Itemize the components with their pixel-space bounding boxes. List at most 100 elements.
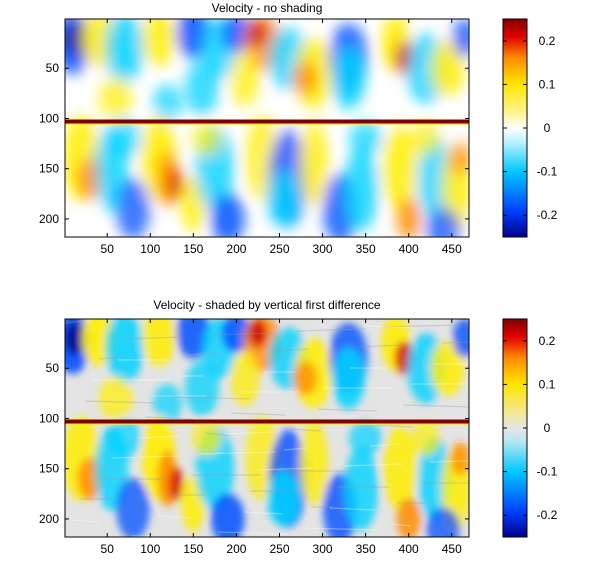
velocity-anomaly	[142, 19, 176, 67]
velocity-anomaly	[107, 418, 142, 459]
x-tick-label: 300	[313, 542, 333, 556]
x-tick-label: 50	[101, 242, 115, 256]
axes-1-ticks: 50 100 150 200 250 300 350 400 450 50 100 150 200	[39, 19, 469, 256]
y-tick-label: 150	[39, 462, 59, 476]
velocity-anomaly	[348, 421, 383, 456]
colorbar-tick-label: -0.1	[537, 165, 558, 179]
velocity-field-2	[65, 319, 469, 537]
velocity-anomaly	[430, 340, 465, 397]
velocity-anomaly	[98, 375, 133, 421]
velocity-anomaly	[344, 146, 379, 231]
velocity-anomaly	[344, 446, 379, 531]
velocity-anomaly	[383, 126, 417, 211]
velocity-anomaly	[426, 507, 461, 537]
x-tick-label: 450	[442, 242, 462, 256]
x-tick-label: 150	[183, 242, 203, 256]
velocity-anomaly	[153, 383, 182, 424]
x-tick-label: 200	[226, 542, 246, 556]
x-tick-label: 400	[399, 542, 419, 556]
panel-1-title: Velocity - no shading	[212, 1, 323, 15]
velocity-anomaly	[153, 83, 182, 124]
velocity-anomaly	[210, 193, 245, 237]
velocity-anomaly	[116, 178, 150, 237]
x-tick-label: 250	[269, 542, 289, 556]
x-tick-label: 100	[140, 542, 160, 556]
velocity-anomaly	[116, 478, 150, 537]
velocity-anomaly	[185, 60, 219, 117]
velocity-anomaly	[396, 497, 421, 537]
colorbar-1-ticks: 0.2 0.1 0 -0.1 -0.2	[503, 34, 558, 222]
velocity-anomaly	[266, 170, 301, 227]
velocity-anomaly	[348, 121, 383, 156]
velocity-anomaly	[383, 426, 417, 511]
velocity-anomaly	[430, 40, 465, 97]
panel-1: Velocity - no shading 50 100 150 200 250 300 3…	[39, 1, 558, 256]
y-tick-label: 100	[39, 411, 59, 425]
colorbar-tick-label: -0.2	[537, 508, 558, 522]
velocity-anomaly	[176, 319, 211, 359]
velocity-anomaly	[249, 19, 267, 48]
x-tick-label: 100	[140, 242, 160, 256]
colorbar-tick-label: 0	[544, 121, 551, 135]
velocity-anomaly	[191, 421, 221, 456]
x-tick-label: 450	[442, 542, 462, 556]
velocity-anomaly	[299, 121, 329, 206]
velocity-anomaly	[249, 319, 267, 348]
y-tick-label: 50	[46, 361, 60, 375]
colorbar-tick-label: 0.1	[539, 77, 556, 91]
plot-2-frame	[64, 318, 470, 538]
velocity-anomaly	[411, 121, 441, 156]
x-tick-label: 250	[269, 242, 289, 256]
velocity-anomaly	[293, 361, 318, 396]
x-tick-label: 350	[356, 542, 376, 556]
velocity-anomaly	[107, 118, 142, 159]
velocity-anomaly	[168, 166, 184, 201]
velocity-anomaly	[168, 466, 184, 501]
plot-1-frame	[64, 18, 470, 238]
velocity-anomaly	[191, 121, 221, 156]
velocity-anomaly	[105, 319, 144, 384]
velocity-anomaly	[176, 19, 211, 59]
velocity-anomaly	[105, 19, 144, 84]
colorbar-tick-label: 0.2	[539, 34, 556, 48]
velocity-anomaly	[185, 360, 219, 417]
velocity-anomaly	[98, 75, 133, 121]
velocity-anomaly	[230, 350, 260, 407]
x-tick-label: 150	[183, 542, 203, 556]
colorbar-tick-label: -0.1	[537, 465, 558, 479]
y-tick-label: 150	[39, 162, 59, 176]
axes-2-ticks: 50 100 150 200 250 300 350 400 450 50 100 150 200	[39, 319, 469, 556]
x-tick-label: 50	[101, 542, 115, 556]
colorbar-2-ticks: 0.2 0.1 0 -0.1 -0.2	[503, 334, 558, 522]
velocity-anomaly	[450, 441, 469, 476]
velocity-anomaly	[450, 141, 469, 176]
x-tick-label: 300	[313, 242, 333, 256]
velocity-anomaly	[426, 207, 461, 237]
y-tick-label: 100	[39, 111, 59, 125]
velocity-anomaly	[396, 197, 421, 237]
velocity-anomaly	[331, 47, 366, 110]
velocity-anomaly	[331, 347, 366, 410]
velocity-anomaly	[299, 421, 329, 506]
velocity-anomaly	[142, 319, 176, 367]
reflector-line	[65, 419, 469, 424]
relief-shading	[65, 320, 469, 537]
velocity-anomaly	[230, 50, 260, 107]
colorbar-tick-label: 0.2	[539, 334, 556, 348]
y-tick-label: 50	[46, 61, 60, 75]
velocity-anomaly	[210, 493, 245, 537]
colorbar-tick-label: -0.2	[537, 208, 558, 222]
panel-2-title: Velocity - shaded by vertical first diff…	[153, 298, 381, 312]
velocity-anomaly	[452, 19, 469, 58]
reflector-line	[65, 119, 469, 124]
velocity-anomaly	[65, 21, 85, 55]
velocity-anomaly	[411, 421, 441, 456]
x-tick-label: 200	[226, 242, 246, 256]
colorbar-tick-label: 0	[544, 421, 551, 435]
velocity-field-1	[65, 19, 469, 237]
x-tick-label: 400	[399, 242, 419, 256]
panel-2: Velocity - shaded by vertical first diff…	[39, 298, 558, 556]
velocity-anomaly	[452, 319, 469, 358]
x-tick-label: 350	[356, 242, 376, 256]
